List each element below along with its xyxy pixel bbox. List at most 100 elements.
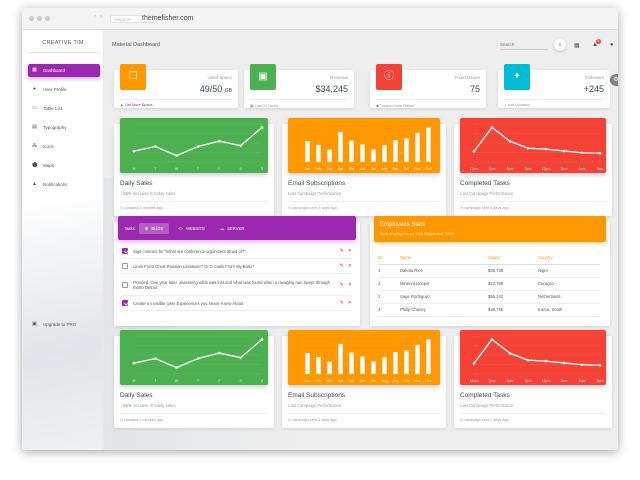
local-offer-icon: ◆	[376, 104, 379, 108]
table-cell: $38,735	[488, 303, 538, 317]
divider	[504, 99, 604, 100]
column-header: Country	[538, 252, 600, 265]
table-cell: 1	[378, 264, 400, 278]
x-tick-label: F	[218, 167, 220, 171]
tab-bugs[interactable]: ✱ BUGS	[138, 222, 170, 234]
x-tick-label: 3pm	[489, 167, 496, 171]
employees-title: Employees Stats	[380, 222, 426, 228]
person-icon[interactable]: ●	[610, 42, 614, 48]
sidebar-item-icons[interactable]: ⁂ Icons	[28, 140, 100, 153]
chart-footer: ◷ updated 4 minutes ago	[120, 417, 163, 422]
arrow-up-icon: ↑	[120, 191, 124, 196]
bar	[382, 145, 387, 162]
page-title[interactable]: Material Dashboard	[112, 42, 160, 48]
sidebar-item-user-profile[interactable]: ● User Profile	[28, 83, 100, 96]
x-tick-label: 6am	[579, 167, 586, 171]
chart-svg: Jan Feb Mar Apr Mai Jun Jul Aug Sep Oct Nov Dec	[302, 335, 434, 383]
close-icon[interactable]: ✕	[347, 281, 352, 288]
location-icon: ⬤	[32, 162, 38, 168]
edit-icon[interactable]: ✎	[339, 281, 344, 288]
tasks-tab-bar: Tasks: ✱ BUGS <> WEBSITE ☁ SERVER	[118, 216, 356, 240]
sidebar-item-table-list[interactable]: ▭ Table List	[28, 102, 100, 115]
chart-card-email-subscriptions-2: Jan Feb Mar Apr Mai Jun Jul Aug Sep Oct Nov Dec Emai…	[282, 330, 446, 428]
window-minimize-dot[interactable]	[37, 16, 42, 21]
point	[154, 357, 157, 360]
task-checkbox[interactable]	[122, 281, 128, 288]
dashboard-icon[interactable]: ▦	[574, 43, 580, 49]
footer-text: updated 4 minutes ago	[124, 418, 164, 422]
column-header: Salary	[488, 252, 538, 265]
chart-subtitle: Last Campaign Performance	[460, 191, 514, 196]
tab-website[interactable]: <> WEBSITE	[178, 225, 206, 231]
edit-icon[interactable]: ✎	[339, 263, 344, 269]
x-tick-label: Jan	[305, 167, 311, 171]
brand-logo-text[interactable]: CREATIVE TIM	[42, 40, 84, 46]
point	[526, 146, 530, 150]
bug-icon: ✱	[144, 225, 149, 231]
point	[508, 351, 512, 355]
table-cell: 2	[378, 277, 400, 291]
settings-gear-icon[interactable]: ⚙	[610, 74, 618, 86]
sidebar-item-upgrade[interactable]: ▣ Upgrade to PRO	[28, 318, 100, 331]
sidebar-item-label: Dashboard	[43, 68, 66, 73]
table-row: 1 Dakota Rice $36,738 Niger	[378, 264, 600, 278]
clock-icon: ◷	[120, 206, 125, 210]
x-tick-label: T	[154, 379, 157, 383]
task-checkbox[interactable]	[122, 300, 128, 306]
close-icon[interactable]: ✕	[347, 263, 352, 269]
x-tick-label: Apr	[338, 167, 344, 171]
sidebar-item-dashboard[interactable]: ▦ Dashboard	[28, 64, 100, 77]
arrow-up-icon: ↑	[120, 403, 124, 408]
close-icon[interactable]: ✕	[347, 300, 352, 306]
divider	[460, 201, 606, 202]
notifications-icon[interactable]: ▲	[592, 42, 598, 48]
address-bar[interactable]: themefisher.com	[142, 15, 194, 22]
clock-icon: ◷	[120, 418, 125, 422]
window-close-dot[interactable]	[29, 16, 34, 21]
sidebar: CREATIVE TIM ▦ Dashboard ● User Profile ▭ T…	[22, 30, 104, 450]
chart-subtitle: ↑ 55% increase in today sales.	[120, 191, 177, 196]
bubble-chart-icon: ⁂	[32, 143, 37, 149]
forward-icon[interactable]: ›	[100, 14, 102, 20]
tab-server[interactable]: ☁ SERVER	[220, 225, 245, 231]
sidebar-item-notifications[interactable]: ▲ Notifications	[28, 178, 100, 191]
x-tick-label: 9pm	[525, 167, 532, 171]
task-checkbox[interactable]	[122, 248, 128, 254]
chart-subtitle: Last Campaign Performance	[460, 403, 514, 408]
back-icon[interactable]: ‹	[94, 14, 96, 20]
divider	[376, 99, 480, 100]
edit-icon[interactable]: ✎	[339, 300, 344, 306]
chart-footer: ◷ updated 4 minutes ago	[120, 205, 163, 210]
stat-footer[interactable]: ▲ Get More Space...	[120, 103, 156, 107]
window-maximize-dot[interactable]	[45, 16, 50, 21]
sidebar-item-label: Table List	[43, 106, 63, 111]
bar	[415, 132, 420, 162]
library-books-icon: ▤	[32, 124, 37, 130]
point	[175, 366, 178, 369]
search-input[interactable]: Search	[500, 41, 548, 50]
table-cell: Minerva Hooper	[400, 277, 488, 291]
notification-badge: 5	[596, 39, 601, 44]
search-icon[interactable]: ⌕	[554, 39, 566, 51]
x-tick-label: 6pm	[507, 379, 514, 383]
task-text: Lines From Great Russian Literature? Or …	[133, 263, 255, 269]
sidebar-item-maps[interactable]: ⬤ Maps	[28, 159, 100, 172]
point	[132, 361, 136, 365]
point	[598, 363, 602, 367]
stat-footer: ◔ Just Updated	[504, 103, 530, 107]
highlight-value: 55%	[123, 191, 132, 196]
chart-footer: ◷ campaign sent 2 days ago	[288, 417, 337, 422]
tasks-label: Tasks:	[124, 225, 136, 231]
x-tick-label: 12am	[470, 379, 479, 383]
chart-card-completed-tasks-2: 12am 3pm 6pm 9pm 12pm 3am 6am 9am Completed Task…	[454, 330, 612, 428]
sidebar-item-typography[interactable]: ▤ Typography	[28, 121, 100, 134]
close-icon[interactable]: ✕	[347, 248, 352, 254]
chart-footer: ◷ campaign sent 2 days ago	[460, 205, 509, 210]
clock-icon: ◷	[460, 206, 465, 210]
task-checkbox[interactable]	[122, 263, 128, 269]
divider	[250, 99, 348, 100]
x-tick-label: 12pm	[542, 379, 551, 383]
browser-tab[interactable]: Magnum	[110, 15, 154, 23]
x-tick-label: T	[154, 167, 157, 171]
edit-icon[interactable]: ✎	[339, 248, 344, 254]
